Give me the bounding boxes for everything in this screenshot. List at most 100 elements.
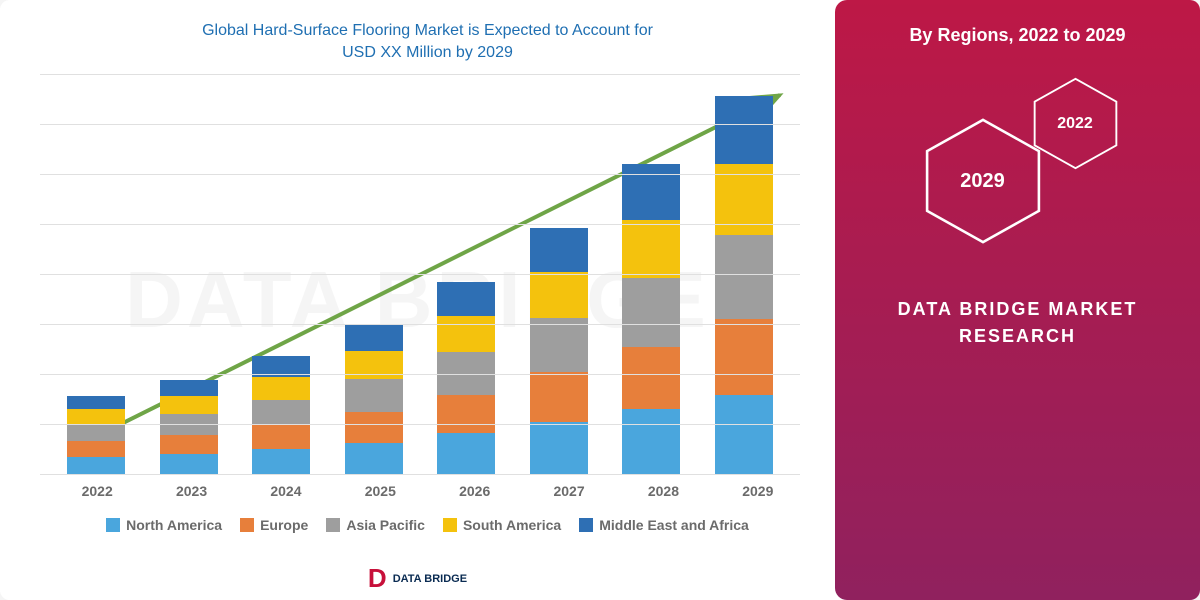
bar-segment bbox=[437, 395, 495, 433]
grid-line bbox=[40, 224, 800, 225]
bar-segment bbox=[622, 409, 680, 475]
hexagon-group: 2029 2022 bbox=[908, 76, 1128, 256]
grid-line bbox=[40, 174, 800, 175]
bar-segment bbox=[530, 372, 588, 422]
chart-panel: DATA BRIDGE Global Hard-Surface Flooring… bbox=[0, 0, 835, 600]
footer-logo: D DATA BRIDGE bbox=[368, 563, 467, 594]
infographic-container: DATA BRIDGE Global Hard-Surface Flooring… bbox=[0, 0, 1200, 600]
bar-segment bbox=[715, 96, 773, 165]
legend: North America Europe Asia Pacific South Ame… bbox=[40, 517, 815, 533]
bar-segment bbox=[437, 433, 495, 475]
legend-swatch-icon bbox=[443, 518, 457, 532]
brand-name: DATA BRIDGE MARKET RESEARCH bbox=[898, 296, 1138, 350]
x-axis-label: 2029 bbox=[723, 483, 793, 499]
hexagon-label: 2022 bbox=[1057, 115, 1093, 133]
bar-segment bbox=[437, 282, 495, 316]
bar-stack bbox=[530, 228, 588, 475]
x-axis-label: 2023 bbox=[157, 483, 227, 499]
bar-segment bbox=[160, 454, 218, 475]
bars-container bbox=[40, 75, 800, 475]
bar-segment bbox=[67, 396, 125, 409]
hexagon-label: 2029 bbox=[960, 170, 1005, 193]
legend-item: Middle East and Africa bbox=[579, 517, 749, 533]
bar-segment bbox=[715, 319, 773, 395]
bar-segment bbox=[530, 272, 588, 318]
legend-swatch-icon bbox=[106, 518, 120, 532]
bar-segment bbox=[530, 228, 588, 272]
bar-segment bbox=[160, 380, 218, 396]
footer-logo-text: DATA BRIDGE bbox=[393, 573, 467, 585]
bar-segment bbox=[715, 395, 773, 475]
bar-stack bbox=[67, 396, 125, 474]
legend-item: Asia Pacific bbox=[326, 517, 425, 533]
bar-segment bbox=[160, 435, 218, 454]
footer-logo-icon: D bbox=[368, 563, 387, 594]
x-axis-label: 2022 bbox=[62, 483, 132, 499]
grid-line bbox=[40, 424, 800, 425]
bar-group bbox=[61, 396, 131, 474]
bar-segment bbox=[67, 424, 125, 442]
bar-stack bbox=[622, 164, 680, 474]
bar-segment bbox=[345, 379, 403, 413]
x-axis-label: 2025 bbox=[345, 483, 415, 499]
legend-swatch-icon bbox=[240, 518, 254, 532]
bar-segment bbox=[622, 220, 680, 278]
bar-segment bbox=[622, 278, 680, 347]
x-axis-label: 2026 bbox=[440, 483, 510, 499]
x-axis-label: 2024 bbox=[251, 483, 321, 499]
bar-segment bbox=[530, 422, 588, 475]
bar-segment bbox=[67, 441, 125, 457]
grid-line bbox=[40, 74, 800, 75]
bar-segment bbox=[252, 425, 310, 449]
bar-group bbox=[524, 228, 594, 475]
bar-segment bbox=[345, 324, 403, 350]
bar-segment bbox=[345, 443, 403, 475]
legend-label: South America bbox=[463, 517, 561, 533]
chart-title-line2: USD XX Million by 2029 bbox=[342, 44, 513, 61]
legend-swatch-icon bbox=[326, 518, 340, 532]
info-panel: By Regions, 2022 to 2029 2029 2022 DATA B… bbox=[835, 0, 1200, 600]
bar-group bbox=[339, 324, 409, 474]
bar-group bbox=[709, 96, 779, 475]
grid-line bbox=[40, 374, 800, 375]
bar-segment bbox=[252, 449, 310, 475]
bar-segment bbox=[345, 412, 403, 442]
x-axis-label: 2027 bbox=[534, 483, 604, 499]
x-axis-labels: 2022 2023 2024 2025 2026 2027 2028 2029 bbox=[40, 475, 815, 499]
chart-area bbox=[40, 75, 800, 475]
legend-label: Middle East and Africa bbox=[599, 517, 749, 533]
bar-stack bbox=[160, 380, 218, 474]
bar-group bbox=[616, 164, 686, 474]
bar-segment bbox=[252, 377, 310, 399]
brand-line1: DATA BRIDGE MARKET bbox=[898, 299, 1138, 319]
legend-item: North America bbox=[106, 517, 222, 533]
legend-label: Europe bbox=[260, 517, 308, 533]
brand-line2: RESEARCH bbox=[959, 326, 1076, 346]
grid-line bbox=[40, 274, 800, 275]
bar-stack bbox=[715, 96, 773, 475]
bar-segment bbox=[622, 347, 680, 409]
legend-item: Europe bbox=[240, 517, 308, 533]
chart-title: Global Hard-Surface Flooring Market is E… bbox=[40, 20, 815, 65]
bar-segment bbox=[160, 396, 218, 414]
x-axis-label: 2028 bbox=[628, 483, 698, 499]
legend-label: North America bbox=[126, 517, 222, 533]
bar-segment bbox=[715, 235, 773, 319]
bar-stack bbox=[437, 282, 495, 475]
info-panel-title: By Regions, 2022 to 2029 bbox=[909, 25, 1125, 46]
grid-line bbox=[40, 324, 800, 325]
legend-swatch-icon bbox=[579, 518, 593, 532]
bar-segment bbox=[67, 409, 125, 423]
grid-line bbox=[40, 474, 800, 475]
bar-segment bbox=[67, 457, 125, 475]
bar-segment bbox=[252, 400, 310, 426]
legend-label: Asia Pacific bbox=[346, 517, 425, 533]
bar-group bbox=[154, 380, 224, 474]
bar-segment bbox=[530, 318, 588, 372]
chart-title-line1: Global Hard-Surface Flooring Market is E… bbox=[202, 22, 653, 39]
legend-item: South America bbox=[443, 517, 561, 533]
bar-stack bbox=[345, 324, 403, 474]
grid-line bbox=[40, 124, 800, 125]
hexagon-icon: 2022 bbox=[1028, 76, 1123, 171]
bar-group bbox=[431, 282, 501, 475]
